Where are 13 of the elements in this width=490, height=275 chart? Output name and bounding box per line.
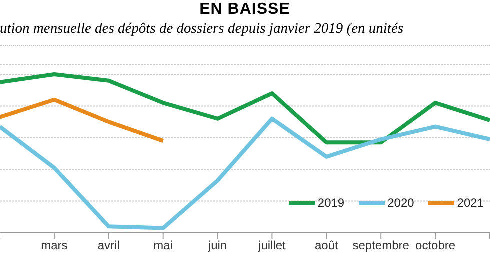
- legend-label: 2019: [318, 196, 345, 210]
- x-tick-label: octobre: [416, 238, 456, 253]
- legend-label: 2020: [388, 196, 414, 210]
- x-tick-label: juillet: [258, 238, 287, 253]
- chart-title: EN BAISSE: [198, 1, 292, 19]
- x-tick-label: août: [314, 238, 340, 253]
- chart-subtitle: ution mensuelle des dépôts de dossiers depuis janvier 2019 (en unités: [0, 21, 405, 38]
- x-tick-label: avril: [98, 238, 120, 253]
- x-tick-label: septembre: [352, 238, 410, 253]
- x-tick-label: mars: [41, 238, 68, 253]
- x-tick-label: juin: [207, 238, 228, 253]
- x-tick-label: mai: [154, 238, 174, 253]
- legend-label: 2021: [457, 196, 484, 210]
